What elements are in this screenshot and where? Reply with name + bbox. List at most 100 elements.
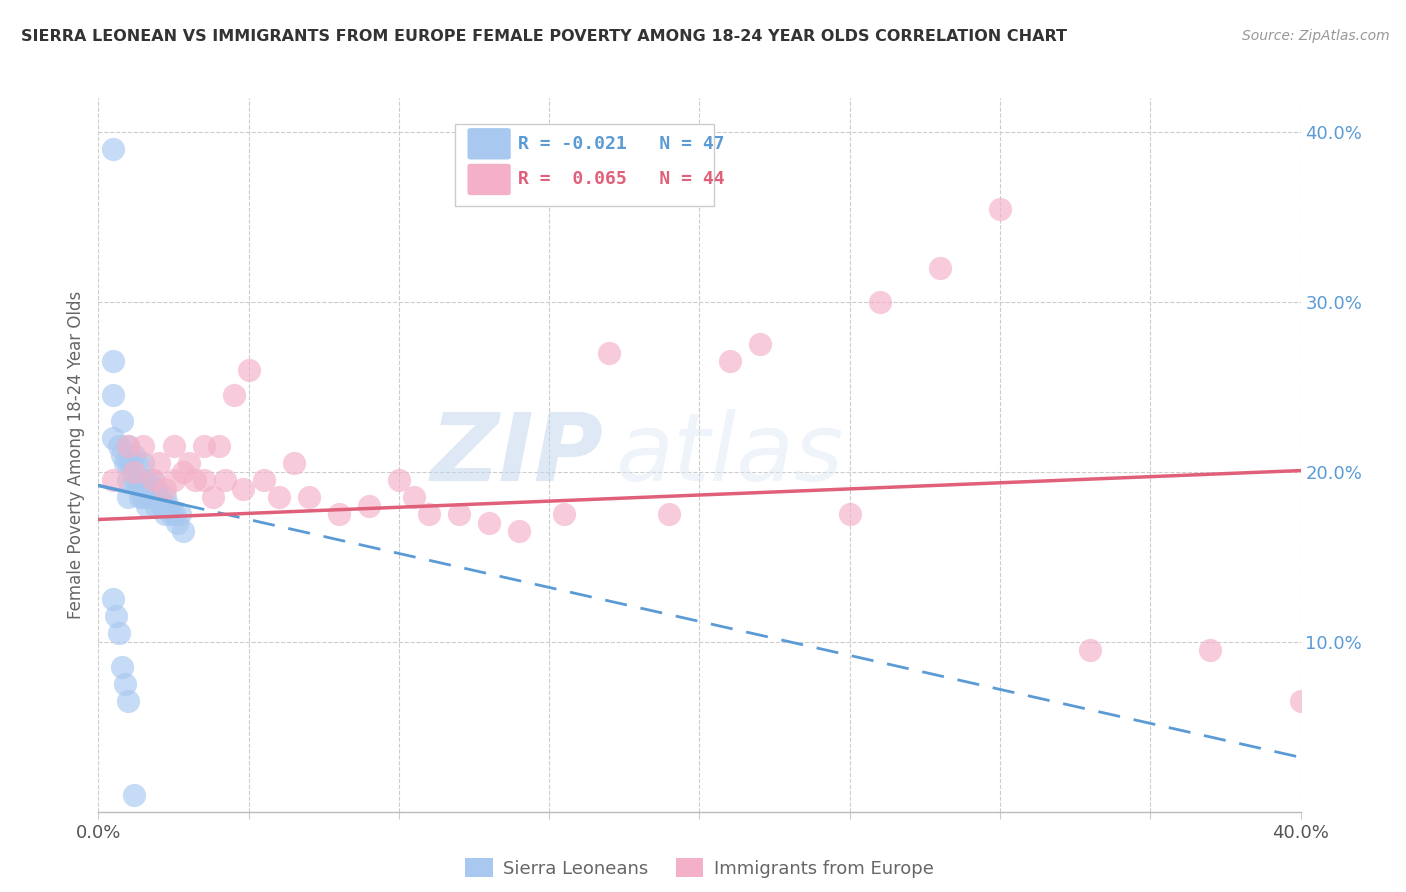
Point xyxy=(177,457,200,471)
Point xyxy=(232,482,254,496)
Text: R = -0.021   N = 47: R = -0.021 N = 47 xyxy=(517,135,724,153)
Text: R =  0.065   N = 44: R = 0.065 N = 44 xyxy=(517,170,724,188)
Point xyxy=(124,788,146,802)
Point xyxy=(103,431,125,445)
Point xyxy=(162,508,184,522)
FancyBboxPatch shape xyxy=(467,164,510,195)
Point xyxy=(193,439,215,453)
Point xyxy=(132,474,155,488)
Point xyxy=(838,508,860,522)
Point xyxy=(159,508,181,522)
Point xyxy=(129,474,152,488)
Point xyxy=(111,660,134,674)
Point xyxy=(208,439,231,453)
Point xyxy=(117,474,139,488)
Point xyxy=(169,508,191,522)
Point xyxy=(148,491,170,505)
Point xyxy=(135,499,157,513)
Point xyxy=(117,457,139,471)
Point xyxy=(153,508,176,522)
Point xyxy=(267,491,290,505)
FancyBboxPatch shape xyxy=(456,124,714,206)
Point xyxy=(145,499,167,513)
Point xyxy=(553,508,575,522)
Point xyxy=(105,609,128,624)
Point xyxy=(253,474,276,488)
Point xyxy=(153,482,176,496)
Point xyxy=(141,474,163,488)
Point xyxy=(121,457,143,471)
Point xyxy=(127,474,149,488)
Point xyxy=(150,499,173,513)
Point xyxy=(988,202,1011,216)
Point xyxy=(108,626,131,640)
Point xyxy=(162,439,184,453)
Point xyxy=(141,474,163,488)
Point xyxy=(869,295,891,310)
Point xyxy=(166,516,188,530)
Point xyxy=(658,508,681,522)
Text: SIERRA LEONEAN VS IMMIGRANTS FROM EUROPE FEMALE POVERTY AMONG 18-24 YEAR OLDS CO: SIERRA LEONEAN VS IMMIGRANTS FROM EUROPE… xyxy=(21,29,1067,45)
Point xyxy=(117,439,139,453)
Point xyxy=(135,474,157,488)
Point xyxy=(117,491,139,505)
Point xyxy=(1078,643,1101,657)
Point xyxy=(183,474,205,488)
Point xyxy=(127,457,149,471)
Point xyxy=(418,508,440,522)
Point xyxy=(172,465,194,479)
FancyBboxPatch shape xyxy=(467,128,510,160)
Point xyxy=(328,508,350,522)
Point xyxy=(1199,643,1222,657)
Point xyxy=(132,439,155,453)
Point xyxy=(162,474,184,488)
Point xyxy=(214,474,236,488)
Point xyxy=(103,142,125,156)
Point xyxy=(748,337,770,351)
Point xyxy=(447,508,470,522)
Point xyxy=(138,491,160,505)
Point xyxy=(111,414,134,428)
Point xyxy=(283,457,305,471)
Point xyxy=(135,482,157,496)
Point xyxy=(388,474,411,488)
Point xyxy=(124,474,146,488)
Point xyxy=(103,474,125,488)
Point xyxy=(508,524,530,539)
Point xyxy=(357,499,380,513)
Point xyxy=(124,465,146,479)
Point xyxy=(129,491,152,505)
Point xyxy=(156,499,179,513)
Point xyxy=(132,457,155,471)
Point xyxy=(124,448,146,462)
Point xyxy=(103,592,125,607)
Text: ZIP: ZIP xyxy=(430,409,603,501)
Point xyxy=(298,491,321,505)
Point xyxy=(193,474,215,488)
Point xyxy=(132,491,155,505)
Point xyxy=(114,677,136,691)
Point xyxy=(1289,694,1312,708)
Point xyxy=(114,457,136,471)
Y-axis label: Female Poverty Among 18-24 Year Olds: Female Poverty Among 18-24 Year Olds xyxy=(66,291,84,619)
Point xyxy=(103,354,125,368)
Point xyxy=(111,448,134,462)
Legend: Sierra Leoneans, Immigrants from Europe: Sierra Leoneans, Immigrants from Europe xyxy=(458,851,941,885)
Text: atlas: atlas xyxy=(616,409,844,500)
Point xyxy=(201,491,224,505)
Point xyxy=(478,516,501,530)
Point xyxy=(117,439,139,453)
Point xyxy=(238,363,260,377)
Point xyxy=(103,388,125,402)
Point xyxy=(222,388,245,402)
Point xyxy=(108,439,131,453)
Point xyxy=(718,354,741,368)
Point xyxy=(929,260,952,275)
Point xyxy=(117,694,139,708)
Point xyxy=(153,491,176,505)
Text: Source: ZipAtlas.com: Source: ZipAtlas.com xyxy=(1241,29,1389,44)
Point xyxy=(598,346,620,360)
Point xyxy=(402,491,425,505)
Point xyxy=(148,457,170,471)
Point xyxy=(141,491,163,505)
